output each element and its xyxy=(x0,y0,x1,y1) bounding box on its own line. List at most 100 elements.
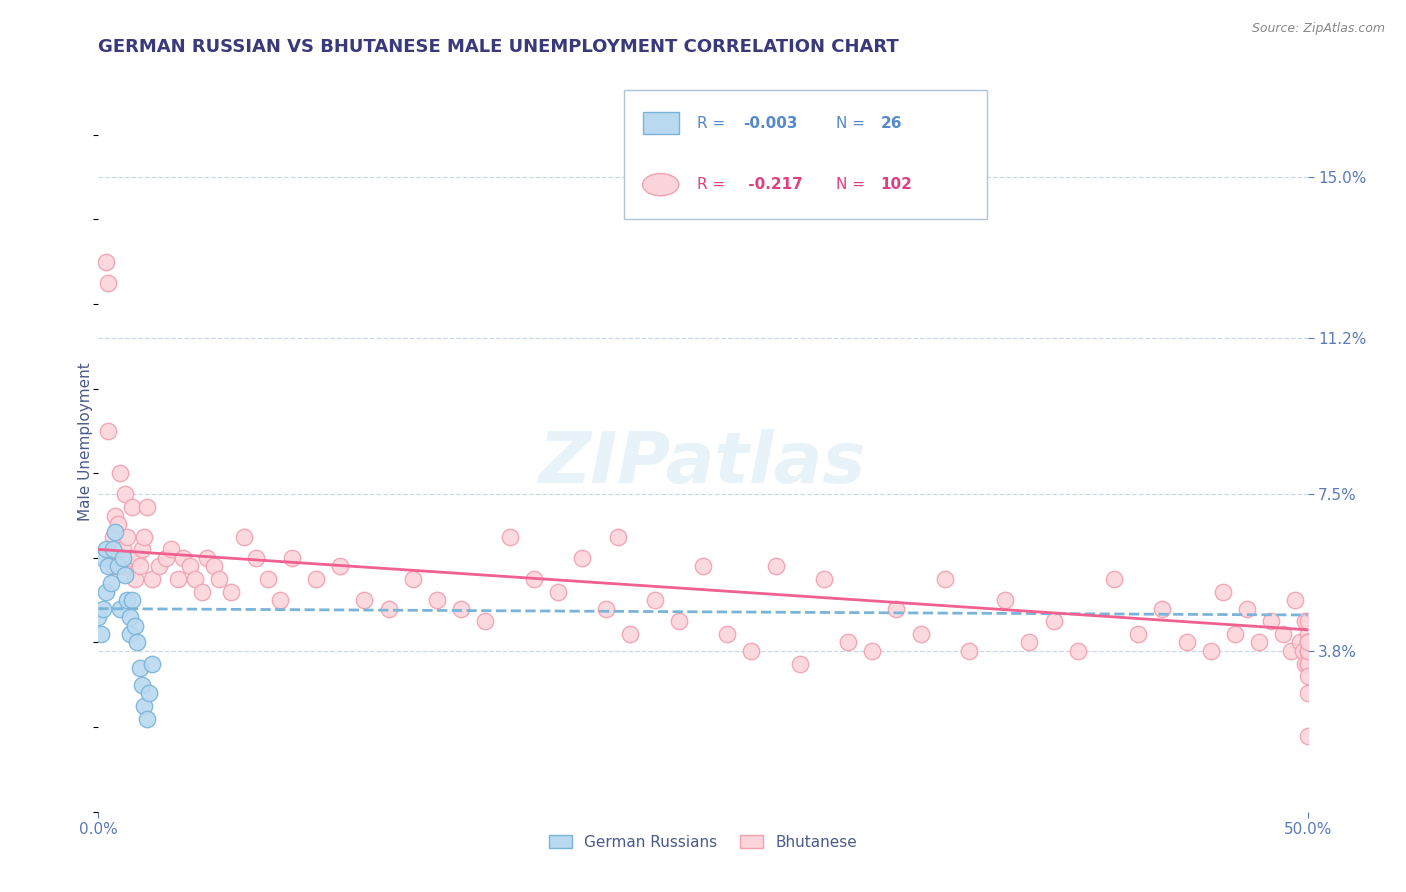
Point xyxy=(1292,644,1315,658)
Point xyxy=(402,572,425,586)
Point xyxy=(107,516,129,531)
Point xyxy=(305,572,328,586)
Point xyxy=(329,559,352,574)
Point xyxy=(450,601,472,615)
Point xyxy=(90,627,112,641)
Point xyxy=(167,572,190,586)
Point xyxy=(1294,615,1316,629)
Point xyxy=(994,593,1017,607)
Point xyxy=(571,550,593,565)
Point xyxy=(128,661,150,675)
Point xyxy=(1296,729,1319,743)
Point xyxy=(957,644,980,658)
Point xyxy=(118,627,141,641)
Point xyxy=(131,542,153,557)
Point xyxy=(101,530,124,544)
Point xyxy=(117,530,139,544)
Point xyxy=(124,572,146,586)
Point xyxy=(245,550,267,565)
Text: ZIPatlas: ZIPatlas xyxy=(540,429,866,499)
Point xyxy=(668,615,690,629)
Point xyxy=(100,550,122,565)
Point xyxy=(1260,615,1282,629)
Text: -0.003: -0.003 xyxy=(742,116,797,131)
Point xyxy=(716,627,738,641)
Point xyxy=(1296,686,1319,700)
Point xyxy=(1223,627,1246,641)
Point xyxy=(184,572,207,586)
Point xyxy=(910,627,932,641)
Point xyxy=(1284,593,1306,607)
Point xyxy=(204,559,226,574)
FancyBboxPatch shape xyxy=(624,90,987,219)
Point xyxy=(1212,584,1234,599)
Point xyxy=(134,698,156,713)
Point xyxy=(644,593,666,607)
Point xyxy=(1296,627,1319,641)
Point xyxy=(117,593,139,607)
Point xyxy=(221,584,243,599)
Point xyxy=(121,593,143,607)
Point xyxy=(1018,635,1040,649)
Point xyxy=(118,550,141,565)
Point xyxy=(108,467,131,481)
Text: 102: 102 xyxy=(880,178,912,192)
Point xyxy=(108,601,131,615)
Point xyxy=(1289,635,1312,649)
Point xyxy=(141,657,163,671)
Point xyxy=(1067,644,1090,658)
Point xyxy=(256,572,278,586)
Point xyxy=(160,542,183,557)
Point xyxy=(97,559,120,574)
Point xyxy=(94,542,117,557)
Point xyxy=(934,572,956,586)
Y-axis label: Male Unemployment: Male Unemployment xyxy=(77,362,93,521)
Point xyxy=(111,542,134,557)
Text: -0.217: -0.217 xyxy=(742,178,803,192)
Point xyxy=(426,593,449,607)
Point xyxy=(104,508,127,523)
Point xyxy=(121,500,143,515)
Point xyxy=(1236,601,1258,615)
Point xyxy=(1175,635,1198,649)
Point xyxy=(740,644,762,658)
Point xyxy=(111,559,134,574)
Point xyxy=(111,550,134,565)
Point xyxy=(124,618,146,632)
Point xyxy=(94,254,117,268)
Text: Source: ZipAtlas.com: Source: ZipAtlas.com xyxy=(1251,22,1385,36)
Point xyxy=(1296,615,1319,629)
Point xyxy=(91,550,114,565)
Text: R =: R = xyxy=(697,178,730,192)
Point xyxy=(134,530,156,544)
Point xyxy=(1296,635,1319,649)
Point xyxy=(1152,601,1174,615)
Point xyxy=(619,627,641,641)
Point xyxy=(100,576,122,591)
Point xyxy=(595,601,617,615)
Point xyxy=(135,712,157,726)
Point xyxy=(97,276,120,290)
Point xyxy=(179,559,201,574)
Point xyxy=(1296,644,1319,658)
Point xyxy=(547,584,569,599)
Point xyxy=(94,584,117,599)
Point xyxy=(498,530,520,544)
Point xyxy=(523,572,546,586)
Point xyxy=(1199,644,1222,658)
Point xyxy=(118,610,141,624)
Point xyxy=(1296,669,1319,683)
Circle shape xyxy=(643,174,679,195)
FancyBboxPatch shape xyxy=(643,112,679,135)
Point xyxy=(813,572,835,586)
Point xyxy=(1296,657,1319,671)
Point xyxy=(148,559,170,574)
Point xyxy=(789,657,811,671)
Point xyxy=(1296,644,1319,658)
Point xyxy=(1272,627,1295,641)
Point xyxy=(281,550,304,565)
Point xyxy=(860,644,883,658)
Point xyxy=(195,550,218,565)
Text: 26: 26 xyxy=(880,116,903,131)
Point xyxy=(141,572,163,586)
